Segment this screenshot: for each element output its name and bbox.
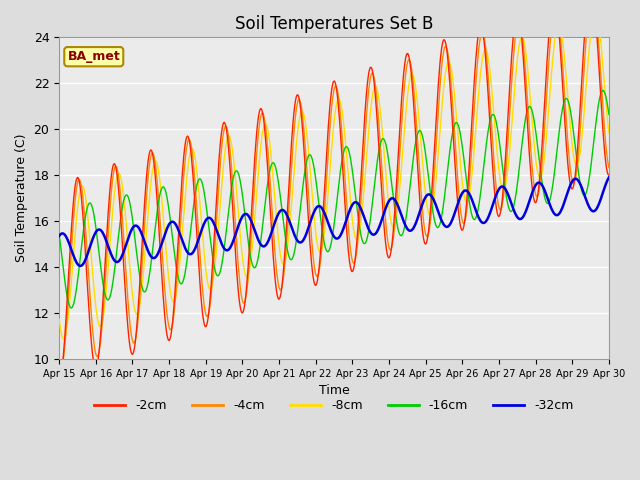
- Legend: -2cm, -4cm, -8cm, -16cm, -32cm: -2cm, -4cm, -8cm, -16cm, -32cm: [89, 394, 579, 417]
- Title: Soil Temperatures Set B: Soil Temperatures Set B: [235, 15, 433, 33]
- Y-axis label: Soil Temperature (C): Soil Temperature (C): [15, 134, 28, 263]
- X-axis label: Time: Time: [319, 384, 349, 397]
- Text: BA_met: BA_met: [67, 50, 120, 63]
